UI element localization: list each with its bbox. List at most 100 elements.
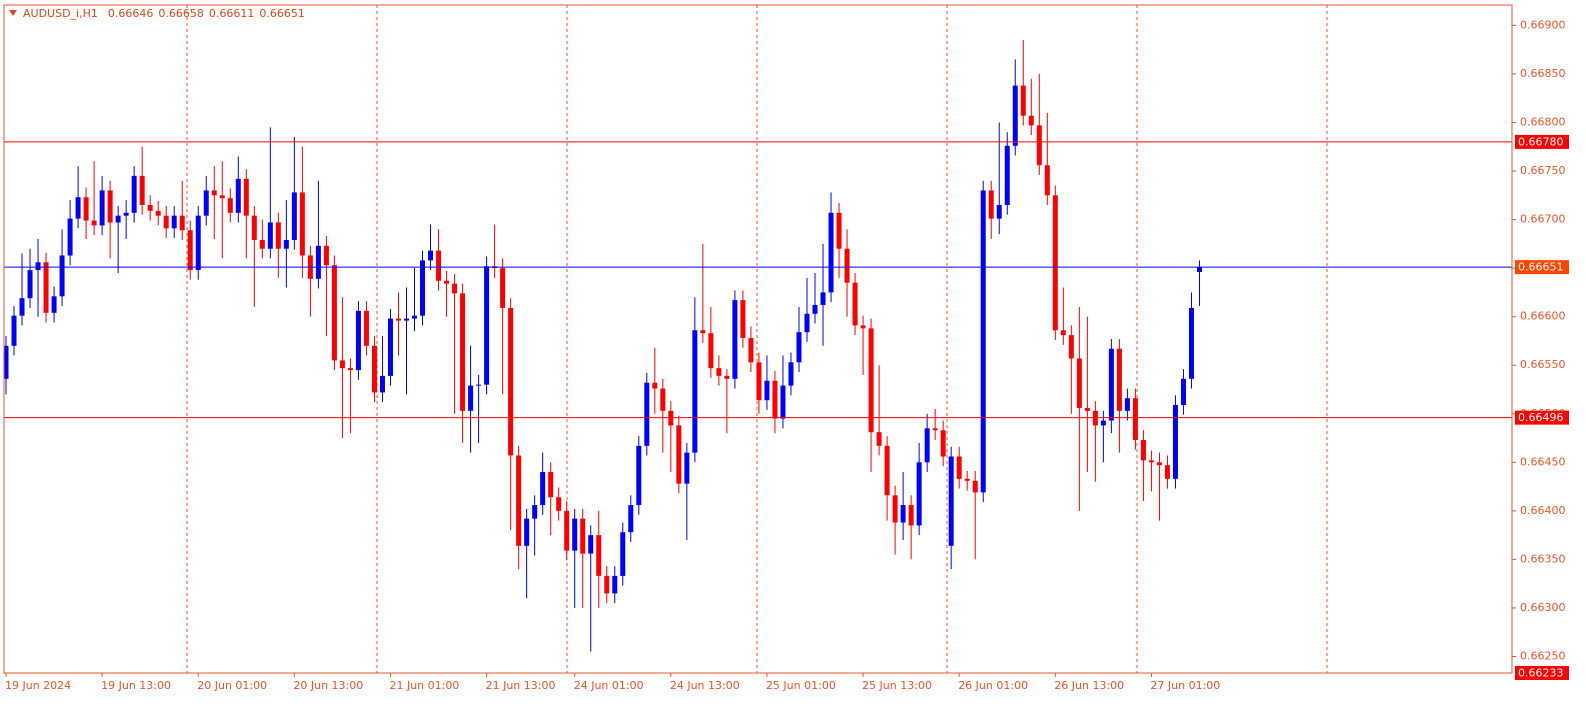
- candle-body: [131, 175, 137, 213]
- candle-body: [708, 333, 714, 369]
- candle-body: [315, 245, 321, 279]
- candle-body: [828, 212, 834, 293]
- candle-body: [884, 445, 890, 496]
- candle-body: [1188, 307, 1194, 379]
- y-tick-label: 0.66450: [1520, 455, 1566, 468]
- candle-body: [892, 495, 898, 523]
- candle-body: [187, 230, 193, 271]
- candle-body: [972, 480, 978, 493]
- candle-body: [267, 222, 273, 249]
- candle-body: [428, 250, 434, 261]
- candle-body: [548, 472, 554, 498]
- candle-body: [171, 215, 177, 229]
- candle-body: [107, 190, 113, 223]
- price-box: [1515, 410, 1569, 425]
- x-tick-label: 19 Jun 2024: [5, 679, 71, 692]
- candle-body: [716, 368, 722, 376]
- candle-body: [868, 328, 874, 433]
- candle-body: [820, 292, 826, 306]
- candle-body: [1076, 358, 1082, 408]
- x-tick-label: 19 Jun 13:00: [101, 679, 171, 692]
- candle-body: [772, 380, 778, 419]
- candle-body: [436, 250, 442, 281]
- collapse-arrow[interactable]: [9, 10, 17, 16]
- price-box: [1515, 260, 1569, 275]
- candle-body: [1108, 348, 1114, 421]
- candle-body: [155, 210, 161, 216]
- y-tick-label: 0.66750: [1520, 164, 1566, 177]
- candle-body: [51, 296, 57, 313]
- candle-body: [404, 318, 409, 321]
- price-box: [1515, 666, 1569, 680]
- candle-body: [860, 325, 866, 329]
- candle-body: [676, 425, 682, 484]
- candle-body: [516, 455, 522, 546]
- candle-body: [796, 332, 802, 363]
- axis-layer: 0.66900 0.66850 0.66800 0.66750 0.66700 0.666…: [5, 18, 1569, 692]
- x-tick-label: 25 Jun 13:00: [862, 679, 932, 692]
- candle-body: [764, 380, 770, 401]
- candle-body: [468, 385, 474, 411]
- x-tick-label: 26 Jun 13:00: [1054, 679, 1124, 692]
- candle-body: [291, 192, 297, 240]
- candle-body: [179, 215, 185, 231]
- candle-body: [67, 218, 73, 256]
- candle-body: [1148, 460, 1154, 463]
- candle-body: [243, 178, 249, 216]
- candle-body: [844, 248, 850, 283]
- price-box-label: 0.66651: [1518, 261, 1564, 274]
- candle-body: [1068, 335, 1074, 359]
- candle-body: [235, 178, 241, 213]
- chart-header: AUDUSD_i,H1 0.66646 0.66658 0.66611 0.66651: [23, 7, 305, 20]
- candle-body: [339, 360, 345, 369]
- candle-body: [11, 315, 17, 346]
- x-tick-label: 26 Jun 01:00: [958, 679, 1028, 692]
- x-tick-label: 21 Jun 01:00: [389, 679, 459, 692]
- candle-body: [580, 518, 586, 554]
- candle-body: [412, 315, 418, 319]
- candle-body: [227, 198, 233, 213]
- candle-body: [211, 190, 217, 196]
- candle-body: [1004, 145, 1010, 206]
- candle-body: [956, 456, 962, 479]
- candle-body: [1012, 85, 1018, 146]
- candles-layer: [3, 39, 1512, 652]
- candle-body: [996, 205, 1002, 219]
- candle-body: [628, 505, 634, 533]
- candle-body: [299, 192, 305, 256]
- candle-body: [660, 388, 666, 411]
- candle-body: [540, 472, 546, 506]
- price-box-label: 0.66233: [1518, 667, 1564, 680]
- y-tick-label: 0.66550: [1520, 358, 1566, 371]
- candle-body: [964, 478, 970, 481]
- x-tick-label: 20 Jun 13:00: [293, 679, 363, 692]
- candle-body: [283, 239, 289, 249]
- y-tick-label: 0.66250: [1520, 649, 1566, 662]
- candle-body: [1164, 465, 1170, 479]
- candle-body: [83, 197, 89, 221]
- candle-body: [139, 175, 145, 206]
- x-tick-label: 24 Jun 13:00: [670, 679, 740, 692]
- candle-body: [420, 260, 426, 316]
- candle-body: [756, 362, 762, 401]
- candle-body: [1156, 462, 1162, 466]
- candle-body: [804, 313, 810, 333]
- candle-body: [644, 382, 650, 446]
- candle-body: [275, 222, 281, 249]
- last-low: 0.66611: [209, 7, 255, 20]
- candle-body: [163, 215, 169, 229]
- candle-body: [732, 300, 738, 379]
- y-tick-label: 0.66800: [1520, 115, 1566, 128]
- candle-body: [123, 212, 129, 216]
- last-open: 0.66646: [108, 7, 154, 20]
- candle-body: [147, 205, 153, 211]
- candle-body: [988, 190, 994, 219]
- symbol: AUDUSD_i,H1: [23, 7, 98, 20]
- candle-body: [379, 375, 385, 393]
- candle-body: [532, 505, 538, 519]
- candle-body: [572, 518, 578, 551]
- candle-body: [612, 575, 618, 594]
- candle-body: [203, 190, 209, 216]
- candle-body: [323, 245, 329, 266]
